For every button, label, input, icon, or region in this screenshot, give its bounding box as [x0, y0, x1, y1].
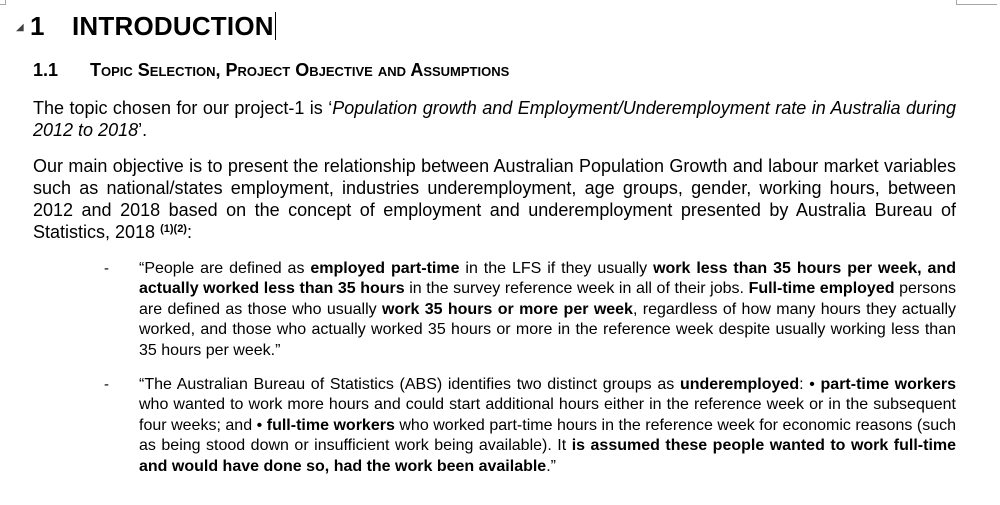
- text-run: : •: [799, 376, 821, 393]
- paragraph-objective-text: Our main objective is to present the rel…: [33, 156, 956, 242]
- bullet-text: “People are defined as employed part-tim…: [139, 259, 956, 361]
- text-run: in the survey reference week in all of t…: [404, 280, 749, 298]
- text-cursor: [274, 12, 276, 40]
- bold-run: employed part-time: [310, 260, 460, 277]
- bullet-text: “The Australian Bureau of Statistics (AB…: [139, 375, 956, 477]
- text-run: “People are defined as: [139, 260, 311, 277]
- margin-mark-left: [0, 0, 6, 5]
- text-run: in the LFS if they usually: [459, 260, 654, 277]
- bold-run: Full-time employed: [748, 280, 895, 298]
- bullet-dash: -: [104, 260, 109, 277]
- paragraph-topic-title: Population growth and Employment/Underem…: [33, 98, 956, 140]
- heading-1: ◢ 1 INTRODUCTION: [16, 8, 276, 44]
- text-run: who worked part-time hours in the refere…: [139, 416, 956, 455]
- bullet-dash: -: [104, 376, 109, 393]
- text-run: , regardless of how many hours they actu…: [139, 300, 957, 359]
- text-run: “The Australian Bureau of Statistics (AB…: [139, 376, 680, 393]
- paragraph-topic-lead: The topic chosen for our project-1 is ‘: [33, 98, 333, 118]
- paragraph-objective[interactable]: Our main objective is to present the rel…: [33, 155, 956, 243]
- bold-run: work less than 35 hours per week, and ac…: [139, 260, 956, 298]
- text-run: .”: [546, 457, 556, 475]
- text-run: persons are defined as those who usually: [139, 280, 957, 318]
- footnote-ref-2[interactable]: (2): [173, 223, 187, 235]
- paragraph-topic[interactable]: The topic chosen for our project-1 is ‘P…: [33, 97, 956, 141]
- bold-run: full-time workers: [266, 416, 395, 434]
- paragraph-objective-end: :: [186, 222, 192, 242]
- heading-2: 1.1 Topic Selection, Project Objective an…: [33, 60, 509, 81]
- collapse-triangle-icon[interactable]: ◢: [16, 22, 24, 33]
- heading-2-number: 1.1: [33, 60, 59, 80]
- bold-run: part-time workers: [820, 376, 957, 393]
- paragraph-topic-trail: ’.: [138, 120, 148, 140]
- bold-run: underemployed: [679, 376, 800, 393]
- footnote-ref-1[interactable]: (1): [160, 223, 174, 235]
- heading-1-number: 1: [30, 10, 45, 41]
- bold-run: is assumed these people wanted to work f…: [139, 437, 957, 475]
- heading-2-title[interactable]: Topic Selection, Project Objective and A…: [90, 60, 510, 80]
- bold-run: work 35 hours or more per week: [382, 300, 633, 318]
- text-run: who wanted to work more hours and could …: [139, 396, 956, 434]
- margin-mark-right: [956, 0, 997, 5]
- heading-1-title[interactable]: INTRODUCTION: [72, 10, 274, 41]
